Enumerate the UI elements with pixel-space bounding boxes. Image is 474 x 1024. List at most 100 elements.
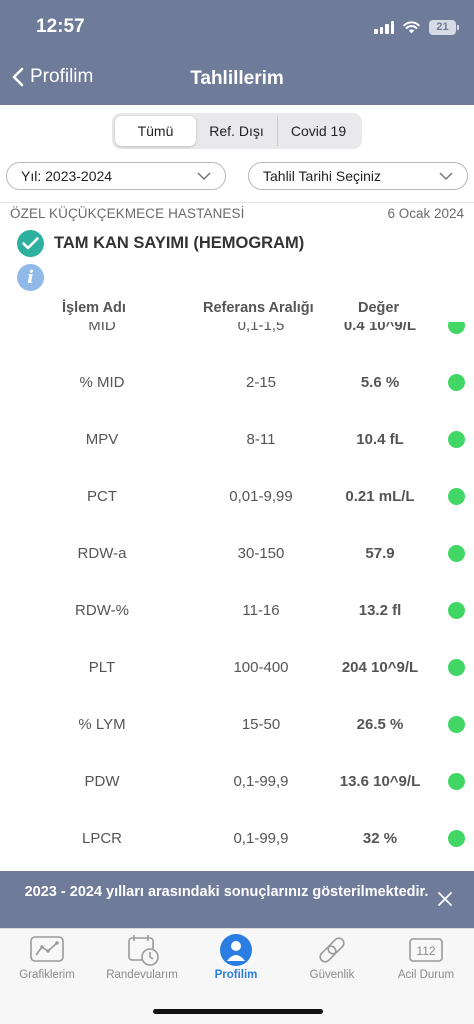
status-dot-icon — [448, 374, 465, 391]
status-dot-icon — [448, 545, 465, 562]
emergency-112-icon: 112 — [409, 938, 443, 962]
emergency-badge: 112 — [416, 944, 435, 958]
result-name: MPV — [85, 431, 119, 448]
table-row[interactable]: PLT 100-400 204 10^9/L — [0, 655, 474, 712]
column-header-value: Değer — [358, 300, 400, 316]
info-banner: 2023 - 2024 yılları arasındaki sonuçları… — [0, 871, 474, 928]
results-table[interactable]: MID 0,1-1,5 0.4 10^9/L % MID 2-15 5.6 % MPV 8-1… — [0, 322, 474, 870]
result-value: 10.4 fL — [356, 431, 404, 448]
result-value: 5.6 % — [360, 374, 400, 391]
home-indicator — [153, 1009, 323, 1014]
status-dot-icon — [448, 431, 465, 448]
tab-label: Profilim — [214, 969, 258, 981]
table-row[interactable]: PCT 0,01-9,99 0.21 mL/L — [0, 484, 474, 541]
table-row[interactable]: % MID 2-15 5.6 % — [0, 370, 474, 427]
tab-charts[interactable]: Grafiklerim — [0, 933, 95, 981]
wifi-icon — [403, 21, 420, 34]
status-time: 12:57 — [36, 16, 85, 37]
status-dot-icon — [448, 488, 465, 505]
result-reference-range: 2-15 — [245, 374, 277, 391]
tab-label: Acil Durum — [397, 969, 455, 981]
back-label: Profilim — [30, 66, 94, 87]
result-name: PCT — [87, 488, 117, 505]
year-select-value: Yıl: 2023-2024 — [21, 168, 113, 184]
table-row[interactable]: RDW-a 30-150 57.9 — [0, 541, 474, 598]
result-name: RDW-% — [75, 602, 129, 619]
tab-security[interactable]: Güvenlik — [284, 933, 380, 981]
hospital-name: ÖZEL KÜÇÜKÇEKMECE HASTANESİ — [10, 206, 245, 221]
column-header-reference: Referans Aralığı — [203, 300, 314, 316]
page-title: Tahlillerim — [190, 68, 284, 89]
tab-profile[interactable]: Profilim — [188, 933, 284, 981]
banner-text: 2023 - 2024 yılları arasındaki sonuçları… — [24, 884, 429, 900]
checkmark-icon — [17, 230, 44, 257]
result-name: MID — [88, 322, 116, 334]
result-name: RDW-a — [77, 545, 127, 562]
chevron-down-icon — [197, 172, 211, 181]
tab-appointments[interactable]: Randevularım — [94, 933, 190, 981]
cellular-signal-icon — [374, 21, 394, 34]
result-name: % MID — [79, 374, 125, 391]
segment-covid[interactable]: Covid 19 — [277, 116, 359, 146]
table-row[interactable]: MPV 8-11 10.4 fL — [0, 427, 474, 484]
close-icon[interactable] — [436, 890, 454, 908]
result-name: % LYM — [78, 716, 126, 733]
year-select[interactable]: Yıl: 2023-2024 — [6, 162, 226, 190]
result-name: LPCR — [81, 830, 122, 847]
table-row[interactable]: PDW 0,1-99,9 13.6 10^9/L — [0, 769, 474, 826]
status-dot-icon — [448, 716, 465, 733]
report-date: 6 Ocak 2024 — [387, 206, 464, 221]
result-reference-range: 100-400 — [233, 659, 289, 676]
status-dot-icon — [448, 602, 465, 619]
result-value: 13.6 10^9/L — [339, 773, 421, 790]
tab-label: Grafiklerim — [19, 969, 75, 981]
chart-icon — [30, 936, 64, 962]
result-reference-range: 15-50 — [241, 716, 281, 733]
info-icon[interactable]: i — [17, 264, 44, 291]
test-name: TAM KAN SAYIMI (HEMOGRAM) — [54, 234, 305, 252]
tab-bar: Grafiklerim Randevularım Profilim — [0, 928, 474, 1024]
status-dot-icon — [448, 659, 465, 676]
result-value: 0.4 10^9/L — [343, 322, 417, 334]
result-name: PDW — [84, 773, 120, 790]
status-dot-icon — [448, 773, 465, 790]
calendar-clock-icon — [128, 935, 159, 966]
result-reference-range: 0,1-99,9 — [233, 773, 289, 790]
tab-emergency[interactable]: 112 Acil Durum — [378, 933, 474, 981]
battery-icon: 21 — [429, 20, 459, 35]
person-icon — [220, 934, 252, 966]
back-button[interactable]: Profilim — [12, 66, 93, 88]
table-row[interactable]: RDW-% 11-16 13.2 fl — [0, 598, 474, 655]
table-row[interactable]: MID 0,1-1,5 0.4 10^9/L — [0, 322, 474, 370]
test-date-select[interactable]: Tahlil Tarihi Seçiniz — [248, 162, 468, 190]
chevron-left-icon — [12, 67, 24, 87]
result-value: 26.5 % — [356, 716, 404, 733]
result-value: 13.2 fl — [358, 602, 402, 619]
result-reference-range: 0,1-1,5 — [237, 322, 285, 334]
segment-all[interactable]: Tümü — [115, 116, 196, 146]
result-reference-range: 11-16 — [242, 602, 280, 619]
status-dot-icon — [448, 322, 465, 334]
result-name: PLT — [88, 659, 116, 676]
table-row[interactable]: LPCR 0,1-99,9 32 % — [0, 826, 474, 870]
result-reference-range: 8-11 — [246, 431, 276, 448]
result-reference-range: 0,1-99,9 — [233, 830, 289, 847]
divider — [0, 202, 474, 203]
tab-label: Randevularım — [106, 969, 178, 981]
status-icons: 21 — [374, 20, 459, 35]
table-row[interactable]: % LYM 15-50 26.5 % — [0, 712, 474, 769]
filter-segmented-control: Tümü Ref. Dışı Covid 19 — [112, 113, 362, 149]
nav-header: 12:57 21 Profilim Tahlillerim — [0, 0, 474, 105]
test-date-select-value: Tahlil Tarihi Seçiniz — [263, 168, 382, 184]
tab-label: Güvenlik — [309, 969, 355, 981]
result-reference-range: 0,01-9,99 — [229, 488, 293, 505]
result-value: 0.21 mL/L — [345, 488, 415, 505]
link-icon — [319, 937, 345, 963]
result-value: 32 % — [362, 830, 398, 847]
status-dot-icon — [448, 830, 465, 847]
segment-out-of-range[interactable]: Ref. Dışı — [209, 123, 264, 139]
result-value: 204 10^9/L — [341, 659, 419, 676]
result-value: 57.9 — [365, 545, 395, 562]
column-header-name: İşlem Adı — [62, 300, 126, 316]
